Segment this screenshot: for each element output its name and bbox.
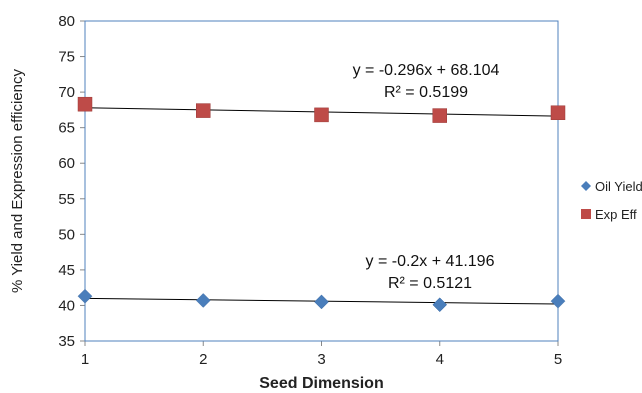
y-tick-label: 65	[58, 120, 75, 137]
x-tick-label: 2	[199, 351, 207, 368]
trendline-equations: y = -0.2x + 41.196 R² = 0.5121 y = -0.296x…	[353, 62, 500, 292]
x-tick-label: 5	[554, 351, 562, 368]
x-axis-ticks: 1 2 3 4 5	[81, 341, 562, 368]
x-tick-label: 3	[317, 351, 325, 368]
y-tick-label: 75	[58, 49, 75, 66]
data-point	[77, 96, 93, 112]
y-tick-label: 45	[58, 262, 75, 279]
y-axis-label: % Yield and Expression efficiency	[9, 68, 26, 293]
data-point	[77, 288, 93, 304]
y-tick-label: 50	[58, 226, 75, 243]
data-point	[432, 108, 447, 123]
plot-area	[84, 20, 559, 342]
data-points	[77, 96, 566, 313]
data-point	[432, 297, 448, 313]
data-point	[196, 103, 211, 118]
y-tick-label: 70	[58, 84, 75, 101]
trendline-equation: y = -0.2x + 41.196	[366, 253, 495, 270]
trendline-equation: y = -0.296x + 68.104	[353, 62, 500, 79]
data-point	[550, 293, 566, 309]
r-squared: R² = 0.5199	[384, 84, 468, 101]
y-tick-label: 55	[58, 191, 75, 208]
y-tick-label: 80	[58, 13, 75, 30]
x-axis-label: Seed Dimension	[259, 375, 383, 392]
y-axis-ticks: 35 40 45 50 55 60 65 70 75 80	[58, 13, 85, 350]
data-point	[550, 105, 566, 120]
legend-marker	[581, 209, 591, 219]
y-tick-label: 35	[58, 333, 75, 350]
legend: Oil Yield Exp Eff	[581, 179, 642, 222]
data-point	[314, 107, 329, 123]
legend-marker	[581, 181, 591, 191]
r-squared: R² = 0.5121	[388, 275, 472, 292]
x-tick-label: 1	[81, 351, 89, 368]
y-tick-label: 40	[58, 297, 75, 314]
legend-label: Oil Yield	[595, 179, 642, 194]
x-tick-label: 4	[436, 351, 444, 368]
data-point	[195, 293, 211, 308]
legend-label: Exp Eff	[595, 207, 637, 222]
y-tick-label: 60	[58, 155, 75, 172]
data-point	[314, 294, 329, 310]
